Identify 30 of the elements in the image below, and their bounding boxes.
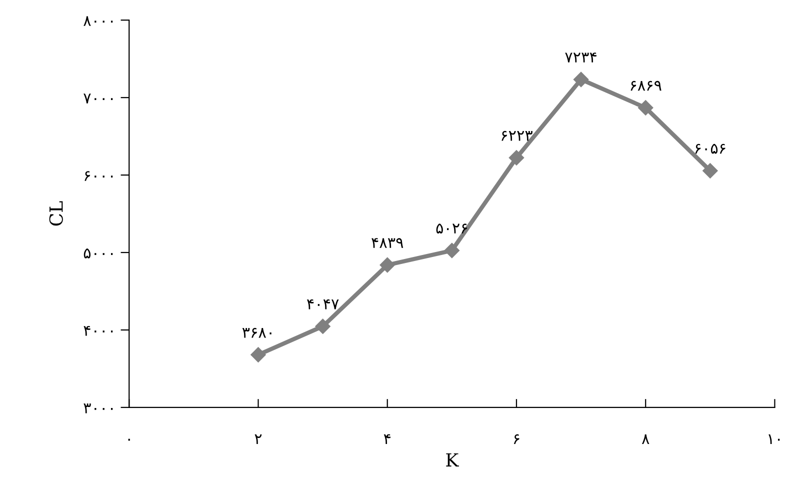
data-label: ۶۸۶۹ [630, 80, 662, 91]
point [444, 242, 460, 258]
y-tick-label: ۸۰۰۰ [84, 16, 113, 26]
point [315, 318, 330, 334]
y-axis-title: CL [49, 201, 63, 226]
point [638, 100, 654, 116]
x-tick-label: ۶ [514, 434, 520, 444]
y-tick-label: ۴۰۰۰ [84, 326, 113, 336]
y-tick-label: ۳۰۰۰ [84, 404, 113, 414]
y-tick-label: ۷۰۰۰ [84, 94, 113, 104]
x-tick-label: ۸ [642, 434, 650, 444]
point [702, 163, 718, 178]
point [380, 257, 395, 273]
x-tick-label: ۲ [254, 434, 262, 444]
x-tick-label: ۱۰ [768, 434, 780, 444]
x-axis-title: K [446, 453, 459, 466]
point [573, 72, 589, 88]
x-tick-label: ۴ [384, 434, 390, 444]
data-label: ۶۲۲۳ [502, 130, 532, 141]
data-label: ۴۰۴۷ [306, 299, 339, 310]
point [508, 150, 524, 166]
data-label: ۳۶۸۰ [242, 328, 272, 338]
x-tick-label: ۰ [128, 438, 130, 441]
data-label: ۵۰۲۶ [436, 224, 467, 234]
y-tick-label: ۶۰۰۰ [84, 171, 113, 181]
y-tick-label: ۵۰۰۰ [84, 248, 113, 258]
point [250, 347, 266, 362]
data-label: ۴۸۳۹ [372, 238, 404, 248]
data-label: ۶۰۵۶ [695, 144, 726, 154]
data-label: ۷۲۳۴ [565, 52, 596, 62]
